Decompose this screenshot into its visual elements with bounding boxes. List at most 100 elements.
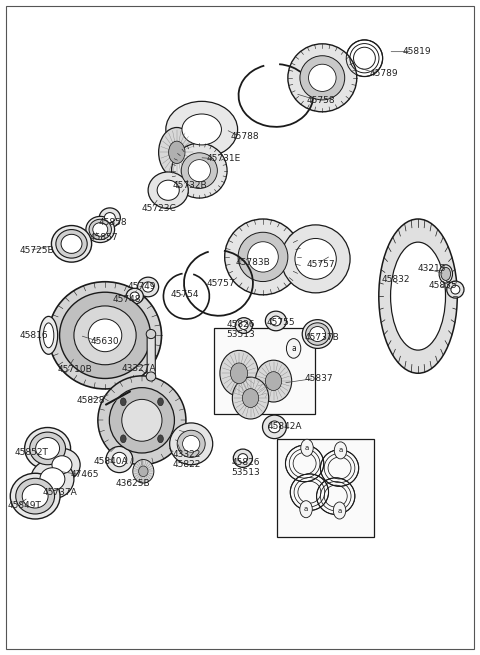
Text: a: a — [337, 508, 342, 514]
Ellipse shape — [188, 160, 210, 181]
Text: 45737A: 45737A — [43, 488, 78, 496]
Text: a: a — [291, 344, 296, 353]
Ellipse shape — [271, 316, 281, 326]
Ellipse shape — [61, 234, 82, 253]
Ellipse shape — [391, 242, 445, 350]
Circle shape — [301, 440, 313, 457]
Text: 45788: 45788 — [230, 132, 259, 141]
Ellipse shape — [112, 453, 127, 467]
Text: a: a — [304, 506, 308, 512]
Ellipse shape — [281, 225, 350, 293]
Ellipse shape — [74, 306, 136, 365]
Ellipse shape — [242, 388, 259, 407]
Ellipse shape — [122, 400, 162, 441]
Text: 43327A: 43327A — [121, 364, 156, 373]
Ellipse shape — [143, 282, 154, 292]
Text: 45737B: 45737B — [305, 333, 339, 342]
Ellipse shape — [126, 288, 144, 304]
Text: 45835: 45835 — [428, 280, 456, 290]
Ellipse shape — [441, 267, 451, 280]
Circle shape — [157, 398, 163, 405]
Text: 47465: 47465 — [70, 470, 98, 479]
Text: 45731E: 45731E — [206, 155, 241, 163]
Ellipse shape — [31, 460, 74, 498]
Ellipse shape — [265, 311, 287, 331]
Text: 53513: 53513 — [231, 468, 260, 477]
Text: 45748: 45748 — [112, 295, 141, 304]
Text: 53513: 53513 — [227, 329, 255, 339]
Ellipse shape — [39, 316, 58, 354]
Ellipse shape — [166, 102, 238, 158]
Ellipse shape — [182, 114, 221, 145]
Ellipse shape — [238, 454, 248, 463]
Text: 45754: 45754 — [170, 290, 199, 299]
Text: 45832: 45832 — [381, 275, 410, 284]
Ellipse shape — [447, 281, 464, 298]
Ellipse shape — [157, 180, 179, 200]
Ellipse shape — [265, 371, 282, 390]
Ellipse shape — [230, 363, 248, 384]
Ellipse shape — [263, 415, 287, 439]
Ellipse shape — [44, 449, 80, 481]
Text: 45842A: 45842A — [268, 422, 302, 432]
Circle shape — [439, 265, 453, 283]
Text: 45758: 45758 — [307, 96, 336, 105]
Ellipse shape — [138, 277, 158, 297]
Circle shape — [333, 502, 346, 519]
Ellipse shape — [139, 466, 148, 477]
Ellipse shape — [40, 468, 65, 491]
Ellipse shape — [309, 64, 336, 92]
Circle shape — [157, 435, 163, 443]
Ellipse shape — [451, 285, 460, 294]
Ellipse shape — [248, 242, 278, 272]
Ellipse shape — [310, 327, 325, 341]
Ellipse shape — [60, 292, 151, 379]
Text: 45757: 45757 — [307, 259, 336, 269]
Text: 45783B: 45783B — [235, 257, 270, 267]
Text: 45710B: 45710B — [57, 365, 92, 375]
Ellipse shape — [146, 329, 156, 339]
Ellipse shape — [16, 478, 55, 514]
Text: 45837: 45837 — [305, 374, 333, 383]
Text: 45816: 45816 — [20, 331, 48, 340]
Ellipse shape — [10, 474, 60, 519]
Text: 45757: 45757 — [206, 279, 235, 288]
Ellipse shape — [109, 388, 174, 453]
Ellipse shape — [255, 360, 292, 402]
Text: 45852T: 45852T — [14, 449, 48, 457]
Ellipse shape — [177, 430, 205, 457]
FancyBboxPatch shape — [147, 333, 156, 378]
Ellipse shape — [171, 143, 227, 198]
Text: 45723C: 45723C — [142, 204, 177, 213]
Ellipse shape — [235, 318, 252, 333]
Ellipse shape — [86, 216, 115, 242]
Ellipse shape — [36, 438, 60, 459]
Ellipse shape — [182, 436, 200, 452]
Ellipse shape — [51, 225, 92, 262]
Circle shape — [300, 500, 312, 517]
Text: 43322: 43322 — [173, 451, 202, 459]
Ellipse shape — [181, 153, 217, 189]
Text: 45789: 45789 — [369, 69, 398, 79]
Circle shape — [334, 442, 347, 459]
Ellipse shape — [306, 323, 329, 345]
Ellipse shape — [302, 320, 333, 348]
Text: 45819: 45819 — [403, 47, 432, 56]
Ellipse shape — [56, 229, 87, 258]
FancyBboxPatch shape — [277, 440, 373, 537]
Text: 45630: 45630 — [91, 337, 120, 346]
Ellipse shape — [99, 208, 120, 227]
Text: 43213: 43213 — [417, 264, 445, 273]
Text: 45826: 45826 — [227, 320, 255, 329]
Text: 45826: 45826 — [231, 458, 260, 467]
Circle shape — [120, 435, 126, 443]
Text: 45732B: 45732B — [173, 181, 208, 189]
Ellipse shape — [220, 350, 258, 396]
Ellipse shape — [158, 128, 195, 177]
Ellipse shape — [225, 219, 301, 295]
Text: 45822: 45822 — [173, 460, 202, 469]
Text: 45840A: 45840A — [94, 457, 129, 466]
Ellipse shape — [52, 456, 72, 474]
Ellipse shape — [300, 56, 345, 100]
Text: 45828: 45828 — [76, 396, 105, 405]
